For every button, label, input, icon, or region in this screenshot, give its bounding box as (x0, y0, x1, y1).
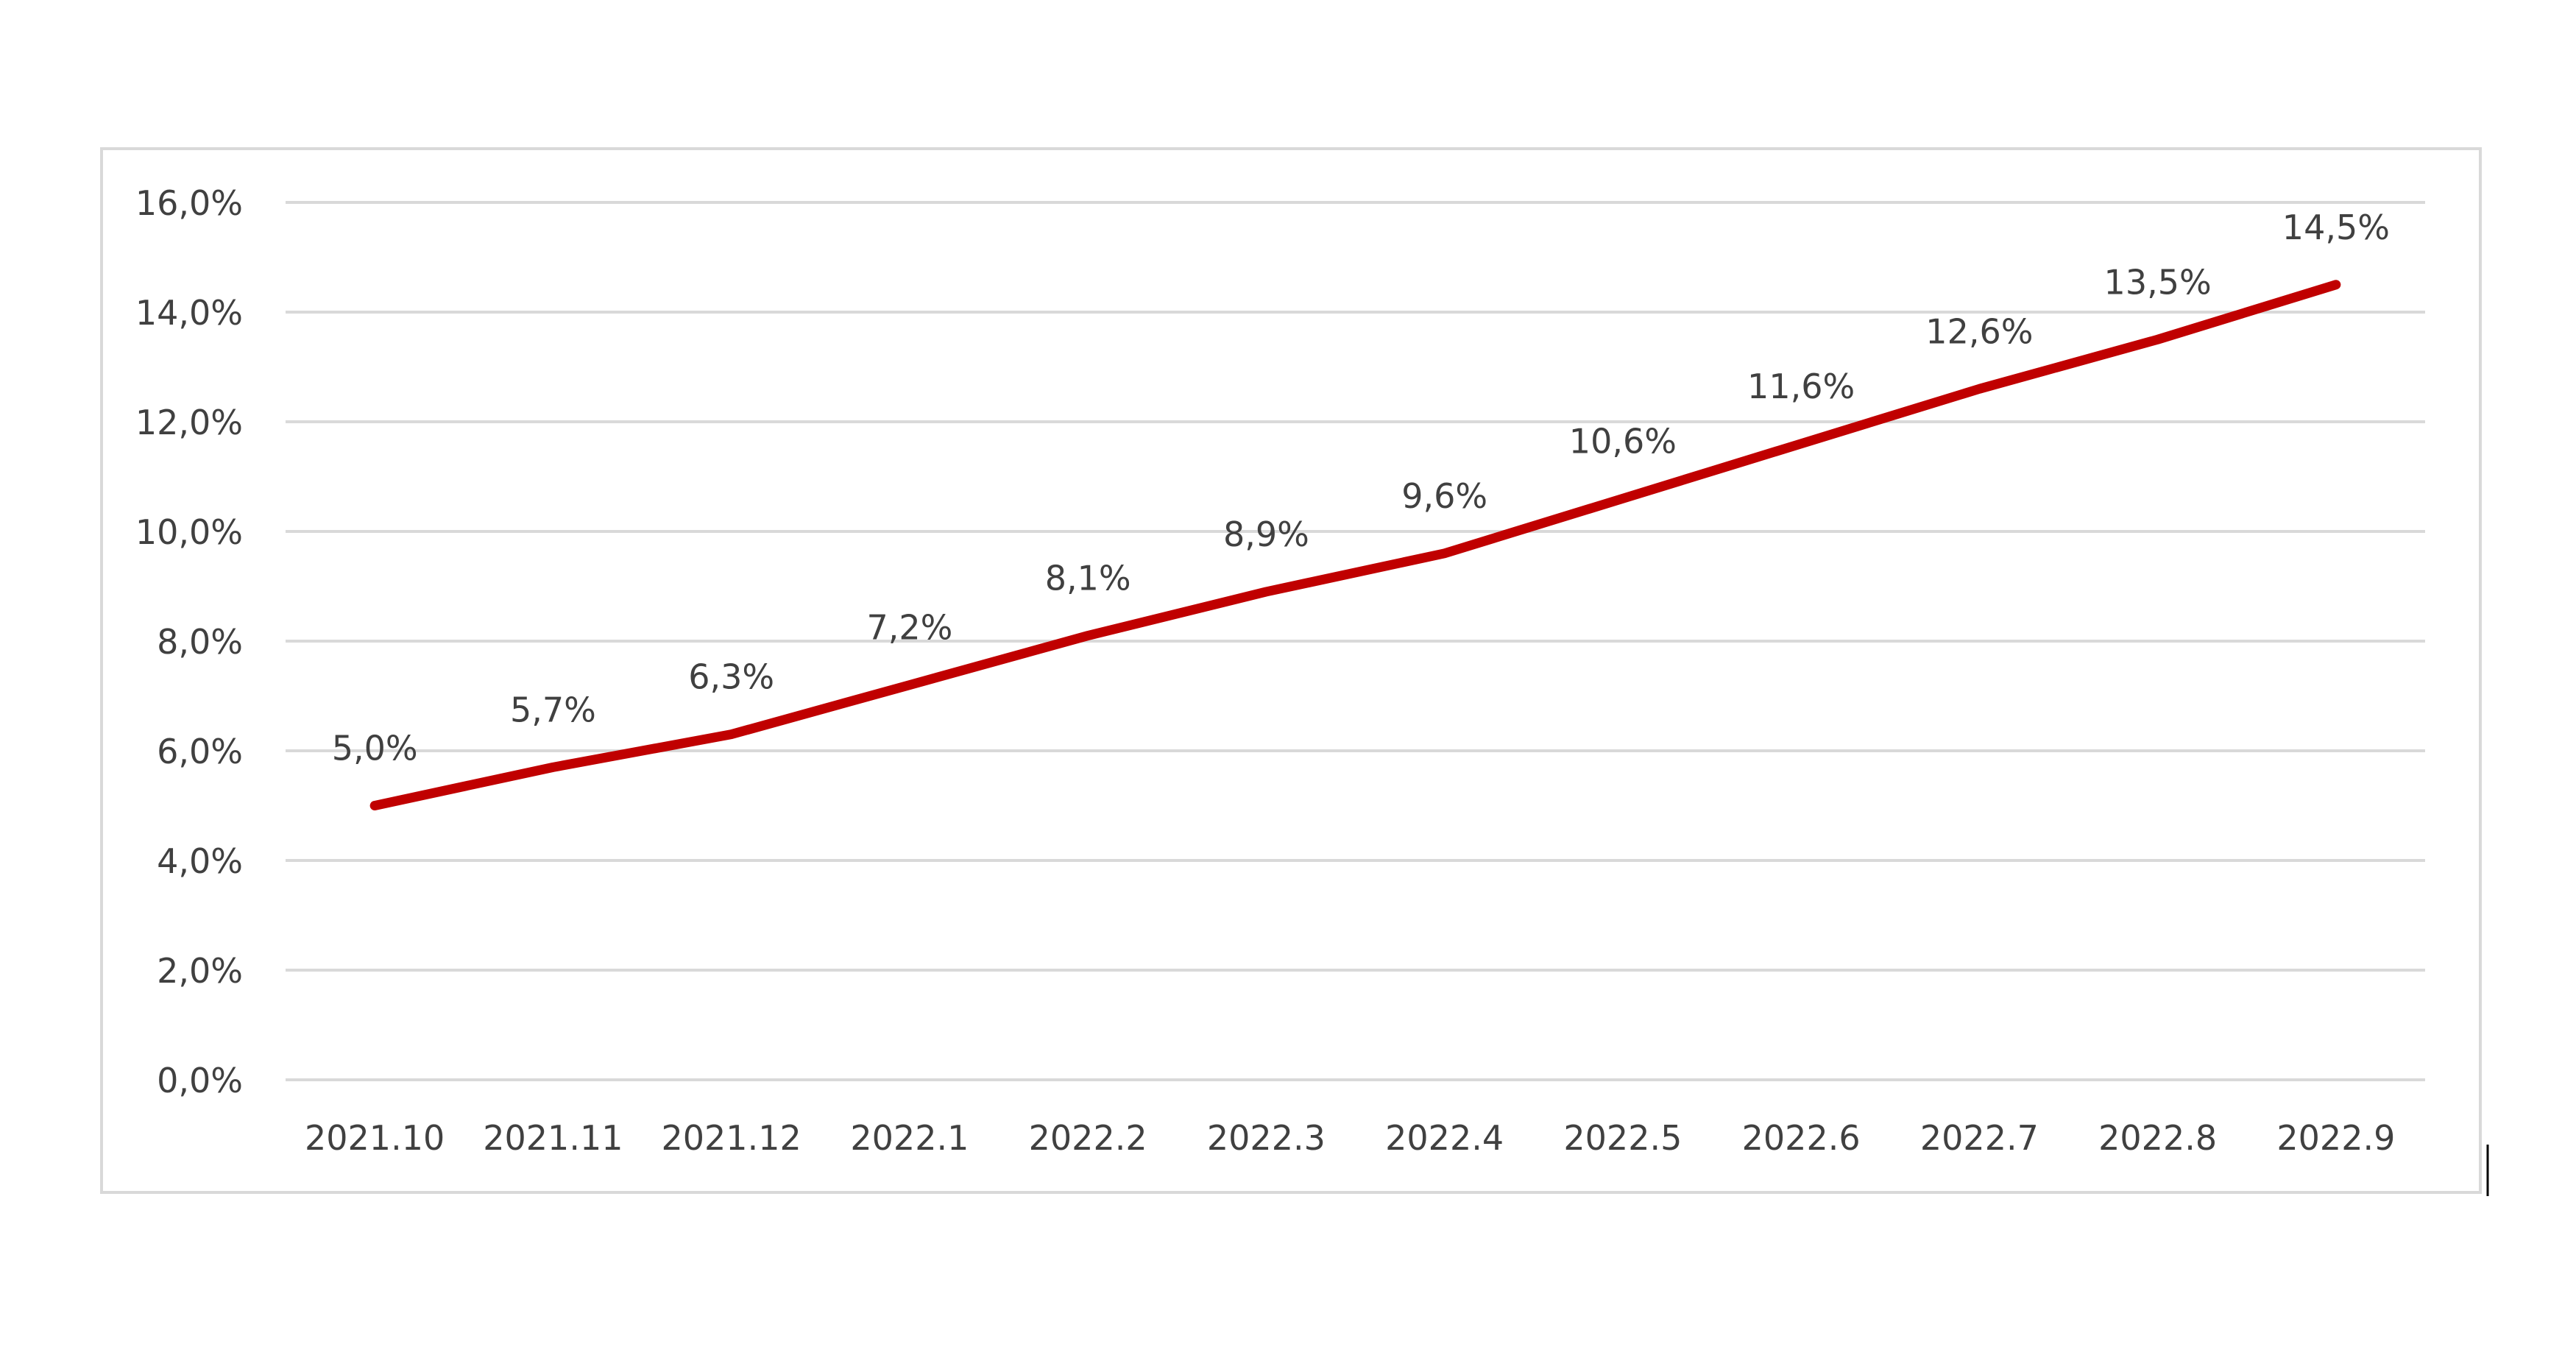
x-axis-tick-labels: 2021.10 2021.11 2021.12 2022.1 2022.2 2022.3 2… (305, 1118, 2395, 1158)
x-tick-label: 2022.1 (850, 1118, 969, 1158)
data-label: 10,6% (1569, 421, 1677, 461)
data-label: 13,5% (2104, 262, 2212, 302)
data-point (1442, 551, 1447, 556)
data-point (1799, 441, 1804, 446)
data-point (2333, 282, 2338, 287)
data-point (1086, 633, 1091, 638)
x-tick-label: 2022.3 (1207, 1118, 1326, 1158)
data-point (2155, 337, 2160, 342)
data-label: 14,5% (2282, 208, 2390, 247)
y-tick-label: 0,0% (157, 1061, 243, 1100)
y-tick-label: 6,0% (157, 732, 243, 771)
y-tick-label: 16,0% (135, 183, 243, 223)
chart-border (100, 147, 2482, 1194)
x-tick-label: 2021.10 (305, 1118, 445, 1158)
y-tick-label: 8,0% (157, 622, 243, 662)
data-label: 7,2% (866, 608, 952, 648)
x-tick-label: 2022.5 (1563, 1118, 1682, 1158)
x-tick-label: 2022.9 (2276, 1118, 2395, 1158)
data-label: 6,3% (688, 657, 774, 697)
x-tick-label: 2021.12 (662, 1118, 802, 1158)
data-point (1977, 386, 1982, 392)
x-tick-label: 2022.4 (1385, 1118, 1504, 1158)
data-label: 11,6% (1747, 367, 1855, 406)
data-label: 9,6% (1401, 476, 1487, 516)
x-tick-label: 2021.11 (483, 1118, 623, 1158)
data-point (729, 732, 734, 737)
x-tick-label: 2022.8 (2098, 1118, 2217, 1158)
data-label: 5,0% (332, 729, 418, 768)
gridlines (286, 201, 2425, 1081)
x-tick-label: 2022.6 (1742, 1118, 1861, 1158)
data-label: 8,1% (1045, 559, 1131, 598)
y-tick-label: 14,0% (135, 293, 243, 333)
data-point (551, 765, 556, 770)
y-tick-label: 12,0% (135, 403, 243, 442)
y-tick-label: 10,0% (135, 512, 243, 552)
data-point (907, 682, 912, 687)
data-point (372, 803, 378, 808)
y-axis-tick-labels: 0,0% 2,0% 4,0% 6,0% 8,0% 10,0% 12,0% 14,0% 16,0% (135, 183, 243, 1100)
data-labels: 5,0% 5,7% 6,3% 7,2% 8,1% 8,9% 9,6% 10,6% 11,6% 12… (332, 208, 2390, 768)
series-line (369, 280, 2341, 810)
data-point (1264, 589, 1269, 594)
y-tick-label: 2,0% (157, 951, 243, 991)
series-layer (369, 280, 2341, 810)
x-tick-label: 2022.2 (1029, 1118, 1147, 1158)
data-label: 5,7% (510, 690, 596, 729)
x-tick-label: 2022.7 (1920, 1118, 2039, 1158)
data-point (1620, 496, 1625, 501)
data-label: 12,6% (1925, 311, 2033, 351)
y-tick-label: 4,0% (157, 841, 243, 881)
data-label: 8,9% (1223, 515, 1309, 554)
